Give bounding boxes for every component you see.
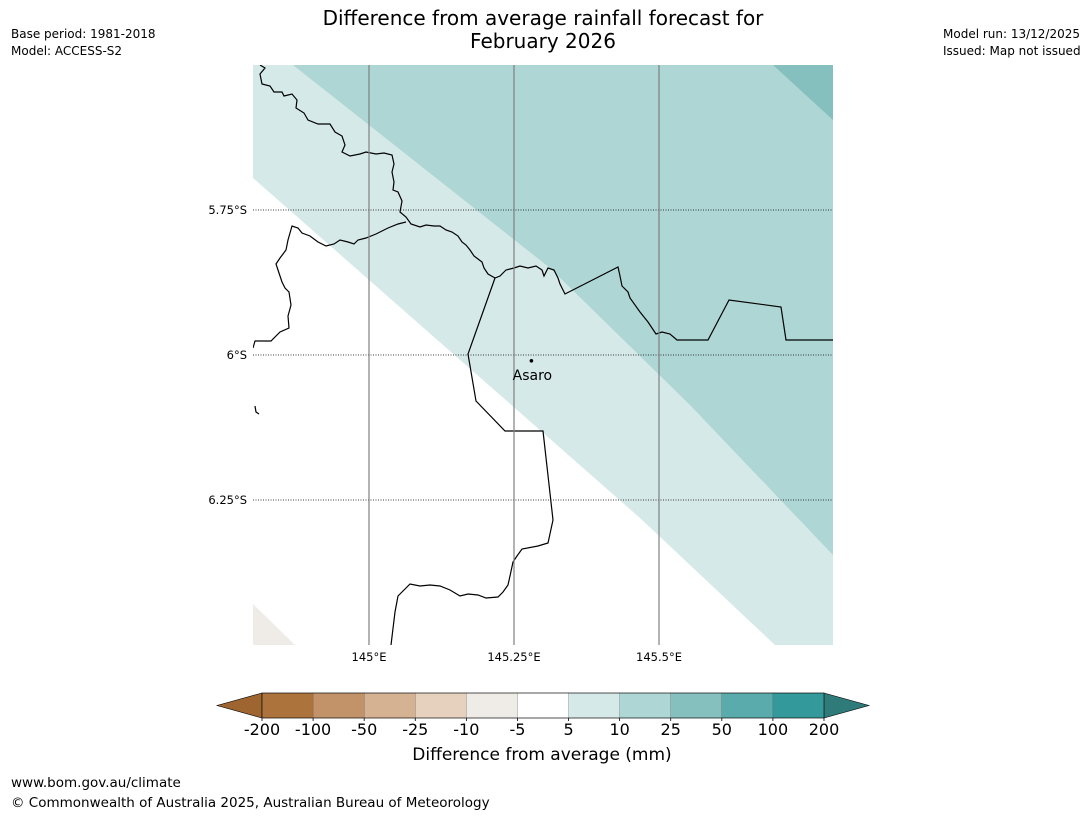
colorbar-swatch [568,692,621,719]
longitude-label: 145.5°E [636,650,682,664]
border-line [259,65,833,341]
map-title: Difference from average rainfall forecas… [293,7,793,53]
coastline-fragment [254,405,260,415]
meta-left: Base period: 1981-2018 Model: ACCESS-S2 [11,26,156,60]
model-name: Model: ACCESS-S2 [11,44,123,58]
longitude-label: 145.25°E [487,650,540,664]
colorbar-swatch [670,692,723,719]
colorbar-swatch [466,692,519,719]
zone-neg10-neg5 [253,604,295,645]
colorbar-tick-label: 100 [758,720,789,739]
place-marker [529,359,534,363]
zone-10-25 [293,65,833,555]
latitude-labels: 5.75°S 6°S 6.25°S [208,203,247,507]
coastline [390,277,554,645]
latitude-label: 6°S [227,348,247,362]
colorbar: -200 -100 -50 -25 -10 -5 5 10 25 50 100 200 [215,692,871,739]
colorbar-tick-label: -10 [453,720,479,739]
colorbar-tick-label: -50 [351,720,377,739]
colorbar-swatch [415,692,467,719]
footer-url[interactable]: www.bom.gov.au/climate [11,775,181,791]
colorbar-swatch [619,692,672,719]
colorbar-arrow-low [215,692,263,719]
colorbar-tick-label: -100 [295,720,331,739]
title-line-1: Difference from average rainfall forecas… [322,6,764,30]
colorbar-tick-label: 200 [809,720,840,739]
meta-right: Model run: 13/12/2025 Issued: Map not is… [943,26,1081,60]
place-label: Asaro [513,368,552,384]
longitude-label: 145°E [352,650,387,664]
colorbar-swatch [772,692,825,719]
colorbar-tick-label: 50 [712,720,732,739]
colorbar-tick-label: 5 [563,720,573,739]
colorbar-swatch [312,692,365,719]
coastline-west [253,221,407,349]
latitude-label: 6.25°S [208,493,247,507]
longitude-labels: 145°E 145.25°E 145.5°E [352,650,682,664]
colorbar-frame [261,692,825,719]
colorbar-swatch [721,692,774,719]
footer-copyright: © Commonwealth of Australia 2025, Austra… [11,795,490,811]
colorbar-arrow-high [823,692,871,719]
title-line-2: February 2026 [470,29,616,53]
zone-25-50 [773,65,833,120]
model-run: Model run: 13/12/2025 [943,27,1081,41]
longitude-lines [368,65,660,645]
colorbar-tick-label: 25 [661,720,681,739]
map-panel: Asaro [253,65,833,645]
latitude-label: 5.75°S [208,203,247,217]
base-period: Base period: 1981-2018 [11,27,156,41]
colorbar-tick-label: -25 [402,720,428,739]
latitude-lines [253,209,833,501]
issued-status: Issued: Map not issued [943,44,1081,58]
colorbar-swatch [517,692,570,719]
colorbar-swatch [364,692,416,719]
colorbar-tick-label: -200 [244,720,280,739]
colorbar-swatch [261,692,314,719]
colorbar-title: Difference from average (mm) [412,745,672,765]
colorbar-tick-label: 10 [609,720,629,739]
colorbar-tick-label: -5 [509,720,525,739]
